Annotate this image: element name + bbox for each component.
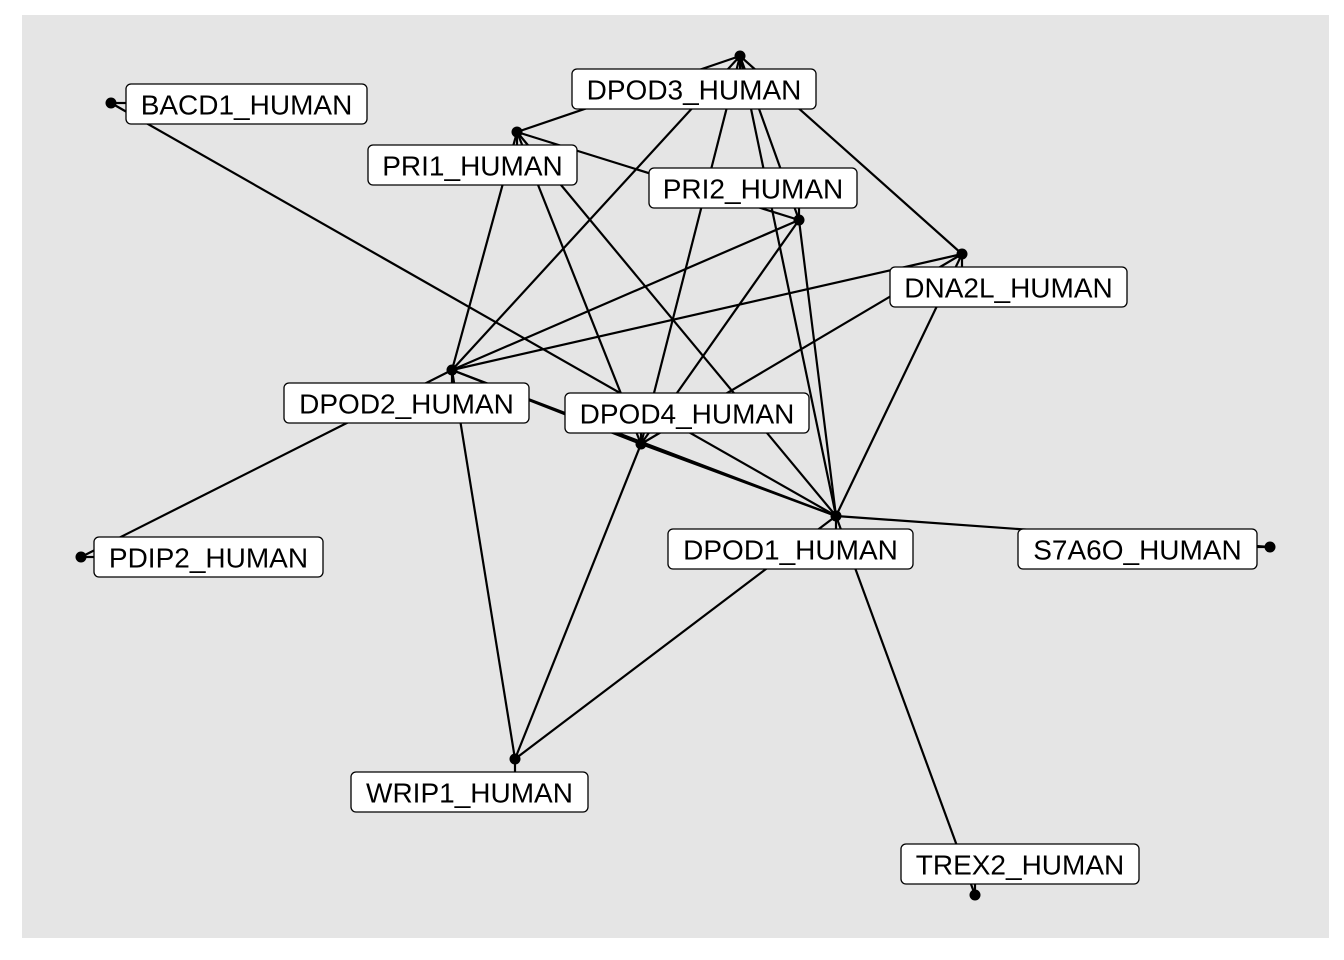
node-label-dpod3-human: DPOD3_HUMAN — [571, 68, 817, 110]
label-box — [93, 536, 324, 578]
node-label-dpod4-human: DPOD4_HUMAN — [564, 392, 810, 434]
node-wrip1-human — [509, 753, 521, 765]
label-text: DPOD2_HUMAN — [299, 389, 514, 420]
edge-pri2-human-to-dpod2-human — [451, 218, 800, 372]
label-text: DNA2L_HUMAN — [904, 273, 1113, 304]
node-bacd1-human — [105, 97, 117, 109]
edge-dna2l-human-to-dpod2-human — [451, 252, 963, 372]
node-dpod1-human — [830, 510, 842, 522]
label-box — [667, 528, 914, 570]
label-text: PRI2_HUMAN — [663, 174, 843, 205]
edge-dpod3-human-to-dpod1-human — [738, 55, 838, 517]
label-box — [648, 167, 858, 209]
node-trex2-human — [969, 889, 981, 901]
node-label-trex2-human: TREX2_HUMAN — [900, 843, 1140, 885]
label-box — [125, 83, 368, 125]
edge-pri1-human-to-dpod1-human — [516, 131, 837, 517]
nodes — [75, 50, 1276, 901]
node-label-pri2-human: PRI2_HUMAN — [648, 167, 858, 209]
label-text: DPOD3_HUMAN — [587, 75, 802, 106]
edge-dpod3-human-to-dpod4-human — [639, 55, 742, 445]
label-text: TREX2_HUMAN — [916, 850, 1124, 881]
edge-dpod1-human-to-trex2-human — [834, 515, 977, 896]
label-box — [350, 771, 589, 813]
node-label-dna2l-human: DNA2L_HUMAN — [889, 266, 1128, 308]
node-pdip2-human — [75, 551, 87, 563]
node-pri1-human — [511, 126, 523, 138]
node-label-pri1-human: PRI1_HUMAN — [367, 144, 578, 186]
edge-bacd1-human-to-dpod1-human — [110, 102, 837, 517]
edge-dpod4-human-to-wrip1-human — [513, 443, 643, 760]
label-box — [889, 266, 1128, 308]
label-box — [564, 392, 810, 434]
node-label-dpod1-human: DPOD1_HUMAN — [667, 528, 914, 570]
node-label-bacd1-human: BACD1_HUMAN — [125, 83, 368, 125]
label-box — [367, 144, 578, 186]
label-box — [1017, 528, 1258, 570]
node-pri2-human — [793, 214, 805, 226]
node-dpod2-human — [446, 364, 458, 376]
label-text: PRI1_HUMAN — [382, 151, 562, 182]
node-s7a6o-human — [1264, 541, 1276, 553]
label-text: DPOD4_HUMAN — [580, 399, 795, 430]
node-dna2l-human — [956, 248, 968, 260]
label-text: PDIP2_HUMAN — [109, 543, 308, 574]
label-box — [283, 382, 530, 424]
node-label-s7a6o-human: S7A6O_HUMAN — [1017, 528, 1258, 570]
node-dpod3-human — [734, 50, 746, 62]
edge-dpod2-human-to-wrip1-human — [450, 369, 517, 760]
node-label-wrip1-human: WRIP1_HUMAN — [350, 771, 589, 813]
node-dpod4-human — [635, 438, 647, 450]
label-box — [900, 843, 1140, 885]
label-text: DPOD1_HUMAN — [683, 535, 898, 566]
node-label-dpod2-human: DPOD2_HUMAN — [283, 382, 530, 424]
label-text: WRIP1_HUMAN — [366, 778, 573, 809]
label-text: BACD1_HUMAN — [141, 90, 353, 121]
labels: BACD1_HUMAN DPOD3_HUMAN PRI1_HUMAN PRI2_HUM… — [93, 68, 1258, 885]
label-text: S7A6O_HUMAN — [1033, 535, 1242, 566]
edge-dpod4-human-to-dpod1-human — [640, 442, 837, 518]
node-label-pdip2-human: PDIP2_HUMAN — [93, 536, 324, 578]
edge-pri2-human-to-dpod1-human — [797, 219, 838, 517]
label-box — [571, 68, 817, 110]
